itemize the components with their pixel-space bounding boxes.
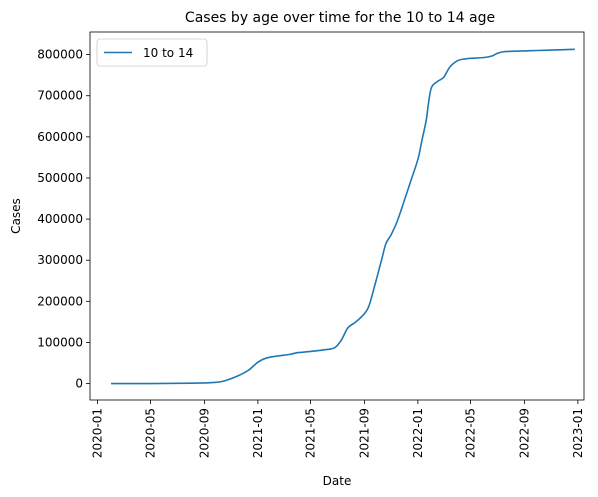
y-tick-label: 100000	[37, 335, 83, 349]
y-tick-label: 600000	[37, 130, 83, 144]
x-tick-label: 2020-01	[90, 408, 104, 458]
x-tick-label: 2022-09	[517, 408, 531, 458]
chart-title: Cases by age over time for the 10 to 14 …	[185, 10, 495, 26]
y-axis-title: Cases	[9, 198, 23, 234]
x-tick-label: 2022-05	[463, 408, 477, 458]
legend-label: 10 to 14	[143, 46, 193, 60]
x-axis: 2020-01 2020-05 2020-09 2021-01 2021-05 2021-…	[90, 400, 585, 458]
x-tick-label: 2021-09	[357, 408, 371, 458]
x-tick-label: 2021-05	[303, 408, 317, 458]
x-tick-label: 2022-01	[411, 408, 425, 458]
y-tick-label: 400000	[37, 212, 83, 226]
y-tick-label: 300000	[37, 253, 83, 267]
y-tick-label: 200000	[37, 294, 83, 308]
x-tick-label: 2020-09	[197, 408, 211, 458]
x-axis-title: Date	[323, 474, 352, 488]
series-line-0	[111, 48, 575, 385]
series-layer	[111, 48, 575, 385]
x-tick-label: 2021-01	[251, 408, 265, 458]
y-tick-label: 800000	[37, 48, 83, 62]
x-tick-label: 2023-01	[571, 408, 585, 458]
y-tick-label: 0	[75, 377, 83, 391]
legend-box	[96, 38, 208, 67]
y-tick-label: 700000	[37, 89, 83, 103]
y-axis: 0 100000 200000 300000 400000 500000 600000 700…	[37, 48, 90, 391]
plot-area: 0 100000 200000 300000 400000 500000 600000 700…	[37, 31, 585, 458]
y-tick-label: 500000	[37, 171, 83, 185]
plot-frame	[89, 31, 585, 401]
legend: 10 to 14	[96, 38, 208, 67]
x-tick-label: 2020-05	[143, 408, 157, 458]
